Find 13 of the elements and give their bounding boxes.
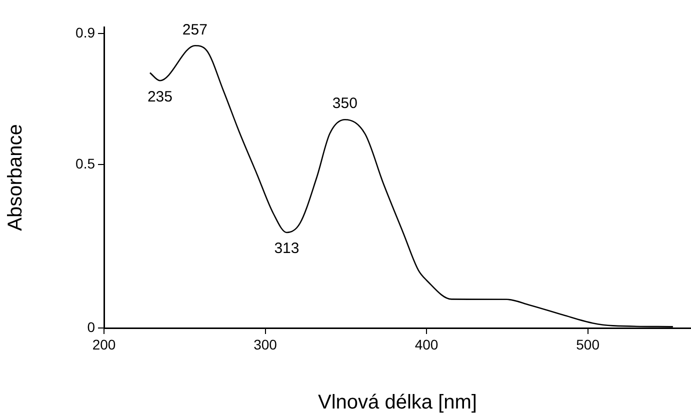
annotation: 257 xyxy=(182,21,208,38)
y-axis-title: Absorbance xyxy=(4,124,27,231)
annotation: 350 xyxy=(332,95,358,112)
y-tick-label: 0.9 xyxy=(76,24,96,40)
annotation: 313 xyxy=(274,240,300,258)
y-tick-label: 0 xyxy=(87,318,96,335)
x-tick-label: 300 xyxy=(254,336,278,352)
annotation: 235 xyxy=(147,88,172,106)
x-tick-label: 400 xyxy=(414,336,438,352)
y-tick-label: 0.5 xyxy=(76,155,96,172)
x-tick-label: 500 xyxy=(576,336,600,352)
x-tick-label: 200 xyxy=(92,336,116,352)
x-axis-title: Vlnová délka [nm] xyxy=(318,392,477,414)
